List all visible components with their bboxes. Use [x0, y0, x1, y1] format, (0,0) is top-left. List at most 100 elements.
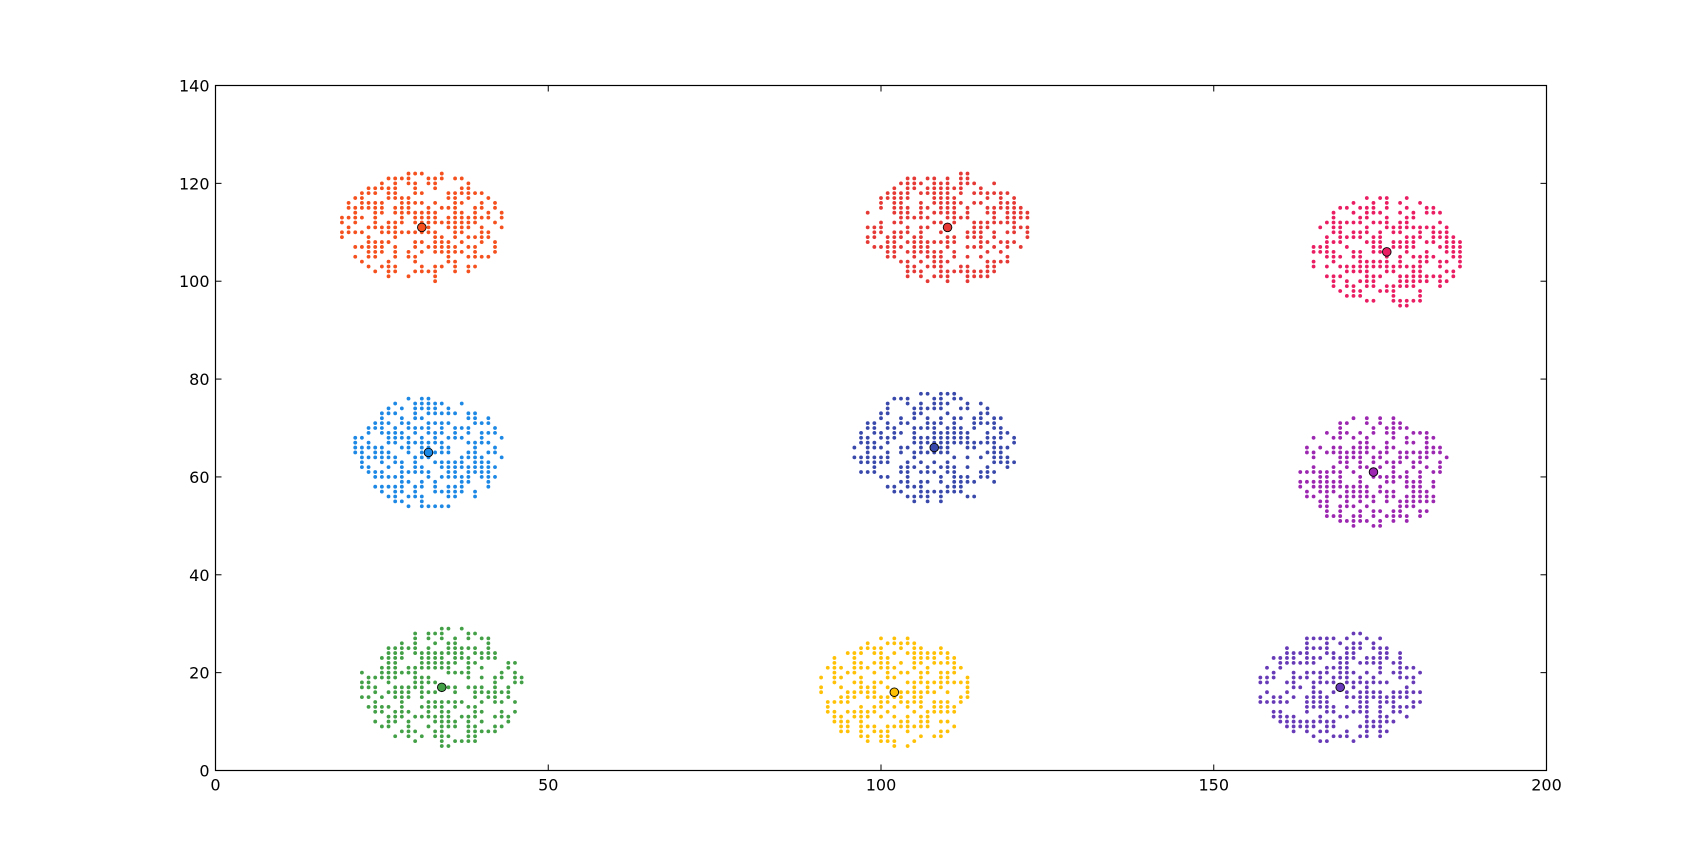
data-point	[939, 401, 943, 406]
data-point	[952, 201, 957, 205]
data-point	[419, 479, 424, 484]
data-point	[1364, 465, 1369, 470]
data-point	[859, 435, 863, 440]
data-point	[1404, 685, 1409, 690]
data-point	[1364, 416, 1369, 421]
data-point	[399, 479, 404, 484]
data-point	[932, 435, 937, 440]
data-point	[892, 636, 897, 641]
data-point	[859, 734, 863, 739]
data-point	[1391, 240, 1396, 244]
data-point	[912, 739, 917, 744]
data-point	[852, 680, 857, 685]
data-point	[939, 210, 943, 215]
data-point	[386, 646, 391, 651]
data-point	[1351, 269, 1356, 274]
data-point	[865, 225, 870, 230]
data-point	[433, 269, 438, 274]
data-point	[912, 254, 917, 259]
data-point	[1411, 675, 1416, 680]
data-point	[919, 734, 923, 739]
data-point	[1018, 205, 1023, 210]
data-point	[386, 670, 391, 675]
data-point	[932, 660, 937, 665]
data-point	[1291, 729, 1296, 734]
data-point	[473, 411, 477, 416]
data-point	[379, 421, 384, 426]
data-point	[945, 205, 950, 210]
data-point	[399, 475, 404, 479]
data-point	[1378, 709, 1383, 714]
data-point	[406, 171, 411, 176]
data-point	[399, 201, 404, 205]
data-point	[439, 665, 444, 670]
data-point	[393, 186, 398, 191]
data-point	[1431, 479, 1436, 484]
data-point	[419, 651, 424, 655]
data-point	[945, 391, 950, 396]
data-point	[1438, 220, 1442, 225]
data-point	[978, 416, 983, 421]
data-point	[912, 656, 917, 660]
data-point	[453, 636, 457, 641]
data-point	[486, 470, 491, 474]
data-point	[439, 450, 444, 455]
data-point	[892, 484, 897, 489]
data-point	[439, 714, 444, 719]
data-point	[879, 714, 883, 719]
data-point	[1265, 675, 1269, 680]
data-point	[413, 215, 418, 220]
data-point	[1424, 205, 1429, 210]
data-point	[1458, 254, 1462, 259]
data-point	[1431, 254, 1436, 259]
data-point	[899, 719, 903, 724]
data-point	[1351, 445, 1356, 450]
data-point	[499, 670, 504, 675]
data-point	[1411, 504, 1416, 509]
data-point	[453, 719, 457, 724]
data-point	[965, 264, 970, 269]
data-point	[1418, 489, 1422, 494]
data-point	[965, 269, 970, 274]
data-point	[439, 631, 444, 636]
data-point	[1418, 479, 1422, 484]
data-point	[879, 636, 883, 641]
data-point	[360, 259, 364, 264]
data-point	[1404, 519, 1409, 523]
data-point	[419, 264, 424, 269]
data-point	[1398, 475, 1402, 479]
data-point	[473, 631, 477, 636]
data-point	[366, 470, 371, 474]
data-point	[499, 210, 504, 215]
data-point	[1384, 514, 1389, 518]
data-point	[413, 426, 418, 430]
data-point	[1444, 455, 1449, 460]
data-point	[1358, 700, 1363, 704]
data-point	[1411, 225, 1416, 230]
data-point	[1344, 651, 1349, 655]
data-point	[905, 475, 910, 479]
data-point	[459, 210, 464, 215]
data-point	[845, 700, 850, 704]
data-point	[819, 690, 824, 695]
data-point	[366, 245, 371, 249]
data-point	[1378, 719, 1383, 724]
data-point	[393, 460, 398, 465]
data-point	[958, 430, 963, 435]
data-point	[945, 279, 950, 284]
data-point	[1012, 460, 1016, 465]
data-point	[852, 709, 857, 714]
data-point	[885, 235, 890, 240]
data-point	[446, 504, 451, 509]
data-point	[1005, 245, 1010, 249]
data-point	[353, 196, 358, 200]
data-point	[486, 651, 491, 655]
data-point	[899, 259, 903, 264]
data-point	[413, 191, 418, 196]
data-point	[1404, 240, 1409, 244]
data-point	[419, 396, 424, 401]
data-point	[1418, 450, 1422, 455]
data-point	[885, 450, 890, 455]
data-point	[366, 426, 371, 430]
data-point	[1324, 641, 1329, 646]
